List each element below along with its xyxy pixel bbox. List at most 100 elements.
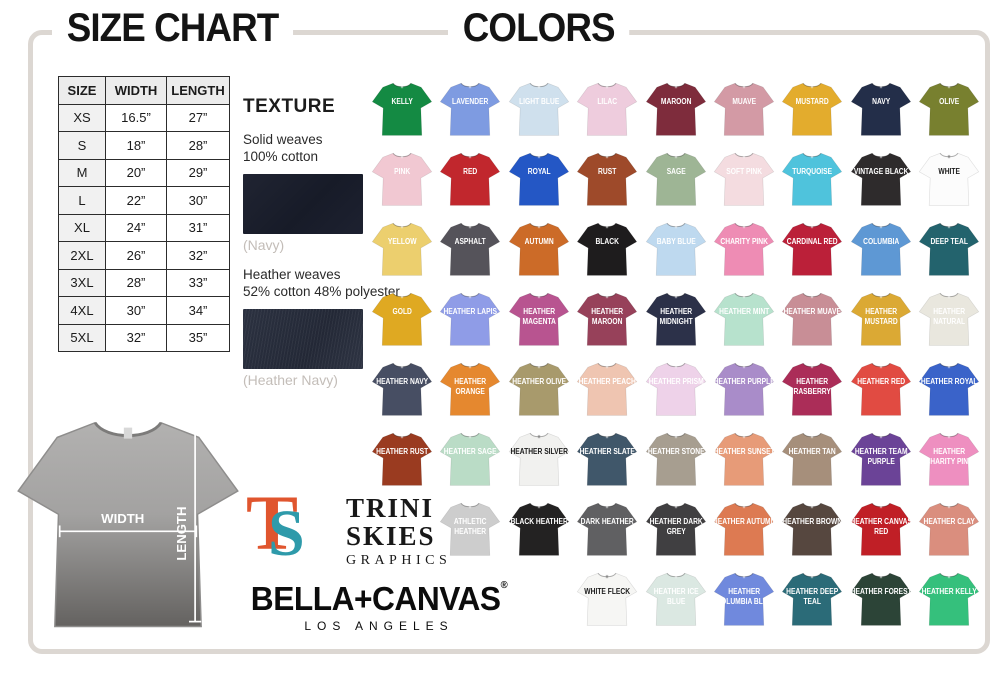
size-table-cell: L (58, 186, 106, 215)
color-swatch-black-heather: BLACK HEATHER (505, 496, 573, 566)
tshirt-icon (713, 82, 775, 136)
logo-letter-t: T (246, 479, 299, 566)
tshirt-icon (850, 152, 911, 206)
color-grid-row: WHITE FLECK HEATHER ICE BLUE HEATHER COLUM… (573, 566, 984, 636)
color-swatch-dark-heather: DARK HEATHER (573, 496, 641, 566)
color-grid-row: KELLY LAVENDER LIGHT BLUE LILAC MAROON MUAVE M… (368, 76, 984, 146)
color-swatch-heather-royal: HEATHER ROYAL (915, 356, 983, 426)
color-swatch-heather-sunset: HEATHER SUNSET (710, 426, 778, 496)
tshirt-icon (645, 82, 706, 136)
tshirt-icon (713, 222, 775, 276)
size-table-cell: 28” (105, 268, 167, 297)
length-label: LENGTH (174, 507, 189, 561)
width-label: WIDTH (101, 511, 144, 526)
tshirt-icon (782, 222, 843, 276)
color-swatch-lavender: LAVENDER (436, 76, 504, 146)
tshirt-icon (576, 362, 638, 416)
size-table-row: 3XL 28” 33” (58, 268, 230, 297)
size-table-row: 4XL 30” 34” (58, 296, 230, 325)
tshirt-icon (440, 432, 501, 486)
tshirt-icon (645, 222, 706, 276)
tshirt-icon (371, 292, 433, 346)
size-table-cell: XS (58, 103, 106, 132)
tshirt-icon (508, 362, 569, 416)
color-grid: KELLY LAVENDER LIGHT BLUE LILAC MAROON MUAVE M… (368, 76, 984, 636)
color-swatch-heather-deep-teal: HEATHER DEEP TEAL (778, 566, 846, 636)
color-swatch-yellow: YELLOW (368, 216, 436, 286)
color-grid-row: GOLD HEATHER LAPIS HEATHER MAGENTA HEATHER … (368, 286, 984, 356)
color-swatch-charity-pink: CHARITY PINK (710, 216, 778, 286)
color-swatch-columbia: COLUMBIA (847, 216, 915, 286)
size-table-cell: 4XL (58, 296, 106, 325)
color-swatch-sage: SAGE (642, 146, 710, 216)
tshirt-icon (645, 152, 706, 206)
color-swatch-heather-prism: HEATHER PRISM (642, 356, 710, 426)
color-swatch-light-blue: LIGHT BLUE (505, 76, 573, 146)
tshirt-icon (645, 362, 706, 416)
tshirt-icon (576, 432, 638, 486)
color-swatch-heather-dark-grey: HEATHER DARK GREY (642, 496, 710, 566)
size-table-header-size: SIZE (58, 76, 106, 105)
navy-swatch-caption: (Navy) (243, 236, 285, 253)
color-grid-row: HEATHER NAVY HEATHER ORANGE HEATHER OLIVE H… (368, 356, 984, 426)
tshirt-icon (782, 432, 843, 486)
size-table-cell: M (58, 158, 106, 187)
tshirt-icon (576, 82, 638, 136)
tshirt-icon (371, 82, 433, 136)
size-table-header-width: WIDTH (105, 76, 167, 105)
color-swatch-rust: RUST (573, 146, 641, 216)
color-swatch-cardinal-red: CARDINAL RED (778, 216, 846, 286)
tshirt-icon (782, 362, 843, 416)
size-table-cell: 33” (166, 268, 230, 297)
tshirt-icon (576, 502, 638, 556)
size-chart-title: SIZE CHART (52, 6, 294, 51)
tshirt-icon (440, 222, 501, 276)
tshirt-icon (440, 502, 501, 556)
color-swatch-heather-natural: HEATHER NATURAL (915, 286, 983, 356)
color-swatch-heather-olive: HEATHER OLIVE (505, 356, 573, 426)
tshirt-icon (508, 222, 569, 276)
color-swatch-heather-mint: HEATHER MINT (710, 286, 778, 356)
size-table-row: M 20” 29” (58, 158, 230, 187)
texture-section: TEXTURE Solid weaves 100% cotton (Navy) … (243, 96, 400, 402)
tshirt-icon (645, 572, 706, 626)
color-grid-row: HEATHER RUST HEATHER SAGE HEATHER SILVER HE… (368, 426, 984, 496)
size-table-header-row: SIZE WIDTH LENGTH (58, 76, 230, 105)
size-table-cell: 22” (105, 186, 167, 215)
color-swatch-heather-navy: HEATHER NAVY (368, 356, 436, 426)
color-swatch-heather-stone: HEATHER STONE (642, 426, 710, 496)
size-table-row: XL 24” 31” (58, 213, 230, 242)
size-table-cell: 32” (166, 241, 230, 270)
color-swatch-heather-brown: HEATHER BROWN (778, 496, 846, 566)
tshirt-icon (850, 82, 911, 136)
tshirt-icon (850, 292, 911, 346)
color-swatch-black: BLACK (573, 216, 641, 286)
color-swatch-pink: PINK (368, 146, 436, 216)
color-swatch-heather-rust: HEATHER RUST (368, 426, 436, 496)
navy-fabric-swatch (243, 173, 363, 234)
tshirt-icon (713, 292, 775, 346)
color-swatch-muave: MUAVE (710, 76, 778, 146)
color-swatch-heather-lapis: HEATHER LAPIS (436, 286, 504, 356)
size-table-cell: 32” (105, 323, 167, 352)
color-swatch-heather-canvas-red: HEATHER CANVAS RED (847, 496, 915, 566)
size-table-cell: 30” (166, 186, 230, 215)
size-table-row: S 18” 28” (58, 131, 230, 160)
size-table-cell: 30” (105, 296, 167, 325)
size-table-header-length: LENGTH (166, 76, 230, 105)
color-swatch-white-fleck: WHITE FLECK (573, 566, 641, 636)
color-swatch-heather-maroon: HEATHER MAROON (573, 286, 641, 356)
tshirt-icon (371, 432, 433, 486)
tshirt-icon (850, 222, 911, 276)
color-swatch-heather-purple: HEATHER PURPLE (710, 356, 778, 426)
size-table: SIZE WIDTH LENGTH XS 16.5” 27” S 18” 28” M 20” 29”… (58, 76, 230, 352)
tshirt-icon (645, 292, 706, 346)
color-swatch-red: RED (436, 146, 504, 216)
size-table-cell: 34” (166, 296, 230, 325)
tshirt-icon (713, 362, 775, 416)
tshirt-icon (782, 292, 843, 346)
size-table-cell: S (58, 131, 106, 160)
tshirt-icon (918, 222, 980, 276)
heather-navy-swatch-caption: (Heather Navy) (243, 371, 338, 388)
tshirt-icon (782, 82, 843, 136)
